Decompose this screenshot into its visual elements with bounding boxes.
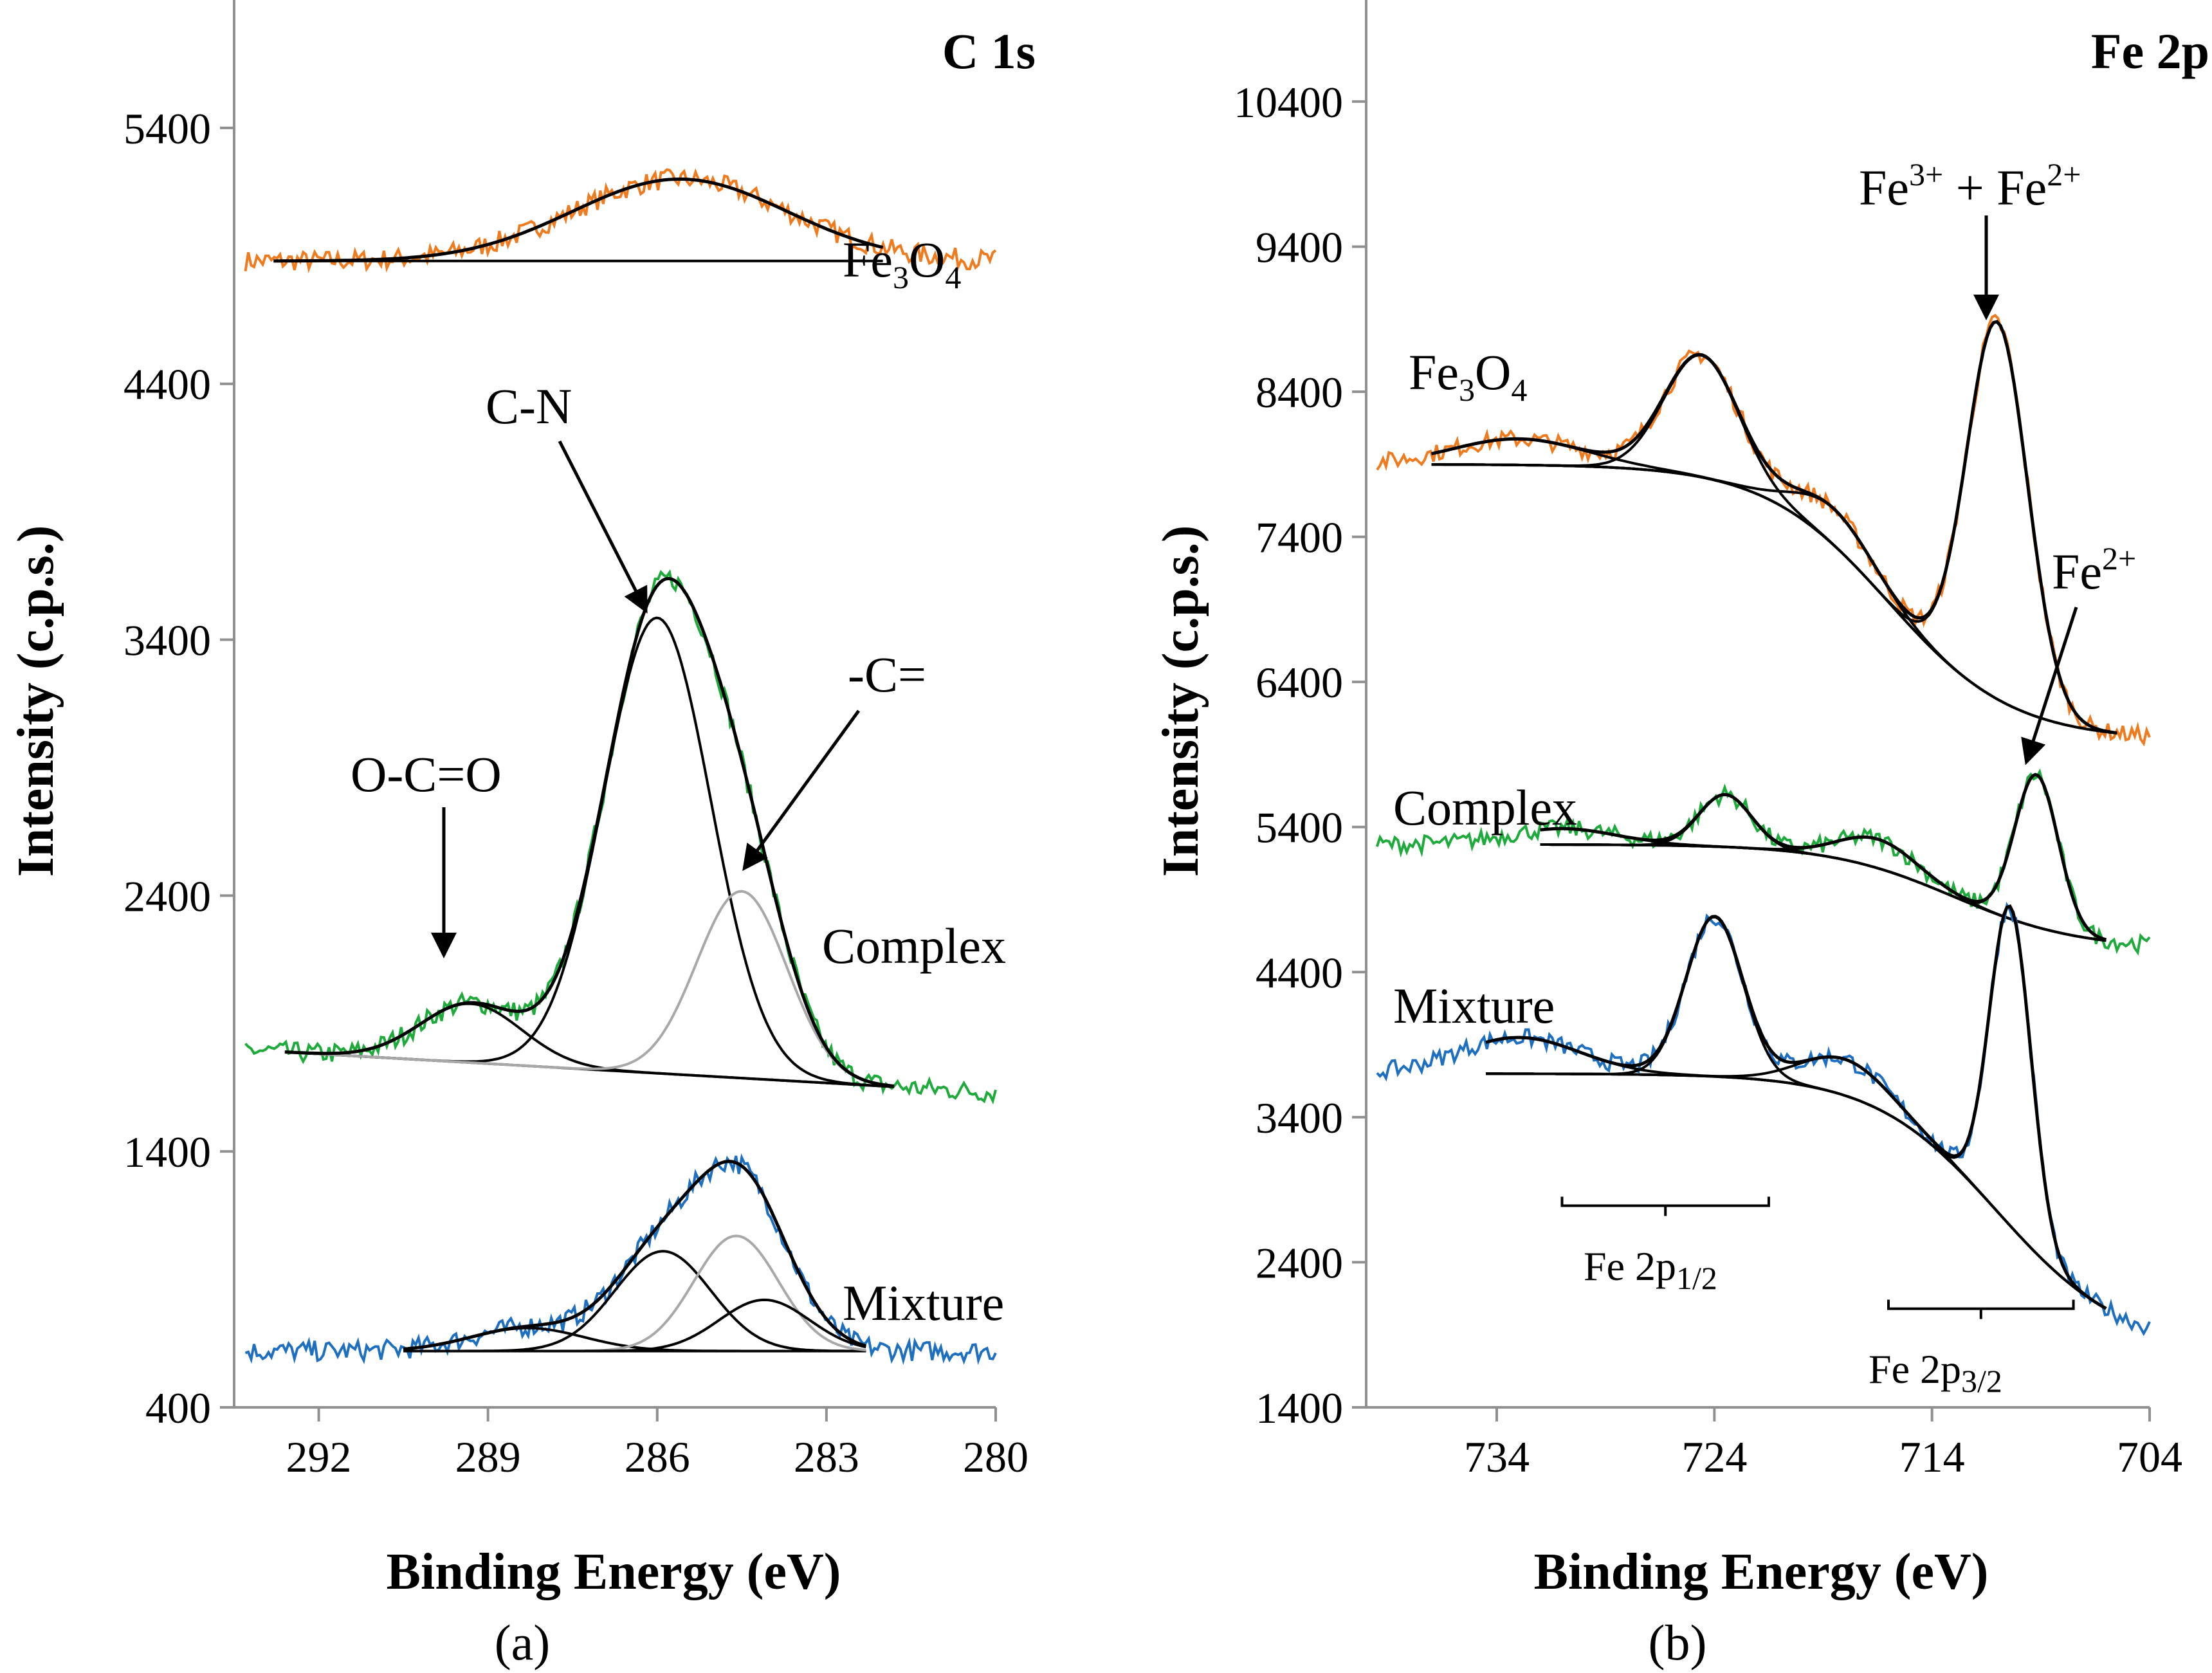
label-fe2p-3-2: Fe 2p3/2 xyxy=(1869,1346,2002,1399)
panel-b-caption: (b) xyxy=(1649,1614,1707,1670)
panel-b-y-axis-title: Intensity (c.p.s.) xyxy=(1153,526,1209,877)
panel-a-y-axis-title: Intensity (c.p.s.) xyxy=(8,526,64,877)
panel-a-x-ticks: 292 289 286 283 280 xyxy=(286,1407,1028,1481)
fit-envelope-mixture xyxy=(1485,904,2107,1310)
y-tick-label: 4400 xyxy=(1256,948,1343,997)
x-tick-label: 292 xyxy=(286,1432,352,1481)
panel-a-title: C 1s xyxy=(942,23,1036,79)
panel-a-label-complex: Complex xyxy=(822,918,1006,974)
y-tick-label: 5400 xyxy=(1256,803,1343,852)
x-tick-label: 283 xyxy=(794,1432,859,1481)
fit-envelope-fe3o4 xyxy=(273,178,884,263)
label-fe2p-1-2: Fe 2p1/2 xyxy=(1584,1243,1717,1296)
y-tick-label: 8400 xyxy=(1256,368,1343,417)
component-peak xyxy=(403,1298,866,1353)
annotation-c-double: -C= xyxy=(848,646,926,702)
x-tick-label: 714 xyxy=(1899,1432,1965,1481)
component-peak xyxy=(1431,463,2117,735)
y-tick-label: 7400 xyxy=(1256,513,1343,562)
panel-a-label-mixture: Mixture xyxy=(843,1275,1004,1331)
annotation-c-n: C-N xyxy=(486,378,572,434)
annotation-o-c-o: O-C=O xyxy=(351,746,502,802)
y-tick-label: 10400 xyxy=(1234,78,1343,127)
x-tick-label: 734 xyxy=(1464,1432,1530,1481)
bracket-fe2p-3-2 xyxy=(1887,1299,2075,1319)
y-tick-label: 1400 xyxy=(1256,1384,1343,1432)
y-tick-label: 6400 xyxy=(1256,658,1343,707)
x-tick-label: 724 xyxy=(1681,1432,1747,1481)
x-tick-label: 286 xyxy=(625,1432,690,1481)
fit-envelope-fe3o4 xyxy=(1430,320,2117,735)
y-tick-label: 5400 xyxy=(123,104,211,153)
y-tick-label: 400 xyxy=(145,1384,211,1432)
component-peak xyxy=(284,890,895,1088)
x-tick-label: 289 xyxy=(455,1432,521,1481)
annotation-fe2: Fe2+ xyxy=(2052,540,2136,599)
panel-b-x-axis-title: Binding Energy (eV) xyxy=(1534,1544,1989,1600)
arrow-c-n xyxy=(558,440,648,614)
bracket-line xyxy=(1887,1299,2075,1319)
x-tick-label: 280 xyxy=(963,1432,1028,1481)
raw-spectrum-fe3o4 xyxy=(244,168,997,273)
panel-a-series xyxy=(244,168,997,1366)
panel-a-y-ticks: 400 1400 2400 3400 4400 5400 xyxy=(123,104,234,1432)
panel-b-label-fe3o4: Fe3O4 xyxy=(1409,344,1527,408)
annotation-fe3-fe2: Fe3+ + Fe2+ xyxy=(1859,156,2081,215)
arrow-fe2 xyxy=(2021,607,2078,765)
fit-envelope-mixture xyxy=(403,1160,867,1351)
panel-b-x-ticks: 734 724 714 704 xyxy=(1464,1407,2182,1481)
y-tick-label: 3400 xyxy=(123,616,211,665)
panel-b-title: Fe 2p xyxy=(2091,23,2209,79)
panel-b-fe2p: 1400 2400 3400 4400 5400 6400 7400 8400 9400 1040… xyxy=(1153,0,2209,1670)
y-tick-label: 1400 xyxy=(123,1128,211,1176)
panel-a-caption: (a) xyxy=(495,1614,551,1670)
panel-b-y-ticks: 1400 2400 3400 4400 5400 6400 7400 8400 9400 1040… xyxy=(1234,78,1366,1432)
bracket-line xyxy=(1560,1196,1770,1216)
panel-a-label-fe3o4: Fe3O4 xyxy=(843,232,961,295)
arrow-c-double xyxy=(742,709,861,872)
fit-envelope-complex xyxy=(284,576,895,1088)
y-tick-label: 9400 xyxy=(1256,223,1343,271)
panel-a-x-axis-title: Binding Energy (eV) xyxy=(387,1544,841,1600)
y-tick-label: 2400 xyxy=(123,872,211,920)
component-peak xyxy=(1486,1056,2107,1310)
x-tick-label: 704 xyxy=(2117,1432,2182,1481)
bracket-fe2p-1-2 xyxy=(1560,1196,1770,1216)
panel-b-label-complex: Complex xyxy=(1393,780,1577,836)
fit-envelope-complex xyxy=(1540,773,2107,942)
y-tick-label: 3400 xyxy=(1256,1093,1343,1142)
panel-b-series xyxy=(1375,313,2151,1337)
y-tick-label: 2400 xyxy=(1256,1238,1343,1287)
panel-b-label-mixture: Mixture xyxy=(1393,978,1555,1034)
y-tick-label: 4400 xyxy=(123,360,211,409)
raw-spectrum-mixture xyxy=(244,1153,997,1366)
